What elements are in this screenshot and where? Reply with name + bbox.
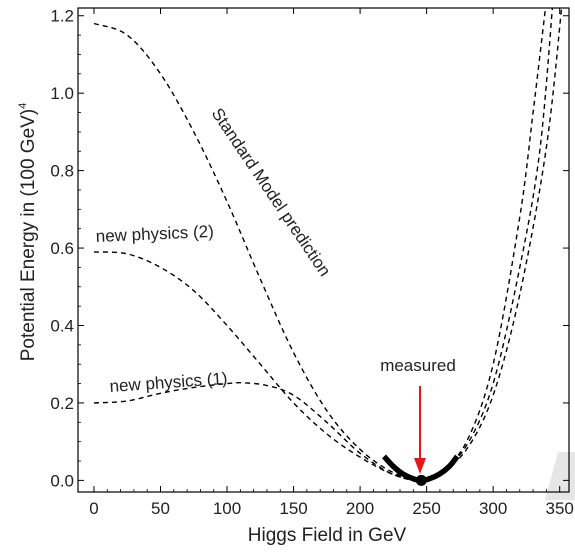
watermark-shape — [545, 452, 575, 500]
x-tick-label: 300 — [479, 499, 507, 518]
y-ticks: 0.0 0.2 0.4 0.6 0.8 1.0 1.2 — [50, 7, 569, 490]
x-tick-label: 100 — [213, 499, 241, 518]
y-axis-title-main: Potential Energy in (100 GeV) — [18, 109, 39, 361]
measured-point — [415, 474, 427, 486]
curve-standard-model-prediction — [93, 8, 547, 482]
np2-label: new physics (2) — [95, 222, 214, 246]
np1-label: new physics (1) — [109, 369, 228, 396]
x-tick-label: 0 — [89, 499, 98, 518]
x-tick-label: 200 — [346, 499, 374, 518]
x-tick-label: 50 — [151, 499, 170, 518]
sm-label: Standard Model prediction — [208, 105, 335, 280]
x-tick-label: 350 — [545, 499, 573, 518]
y-axis-title: Potential Energy in (100 GeV)4 — [17, 103, 39, 362]
x-axis-title: Higgs Field in GeV — [248, 525, 407, 546]
y-tick-label: 0.0 — [50, 471, 74, 490]
x-tick-label: 250 — [412, 499, 440, 518]
y-tick-label: 0.2 — [50, 394, 74, 413]
x-ticks: 0 50 100 150 200 250 300 350 — [89, 8, 574, 518]
measured-arrow-head — [414, 458, 426, 474]
plot-frame — [77, 7, 570, 493]
y-tick-label: 0.6 — [50, 239, 74, 258]
measured-label: measured — [380, 356, 456, 375]
x-tick-label: 150 — [279, 499, 307, 518]
y-tick-label: 1.2 — [50, 7, 74, 26]
y-tick-label: 1.0 — [50, 84, 74, 103]
y-axis-title-sup: 4 — [17, 103, 29, 109]
curve-new-physics-2 — [93, 8, 554, 482]
curve-new-physics-1 — [93, 8, 563, 482]
y-tick-label: 0.4 — [50, 317, 74, 336]
y-tick-label: 0.8 — [50, 162, 74, 181]
plot-border — [77, 7, 570, 493]
